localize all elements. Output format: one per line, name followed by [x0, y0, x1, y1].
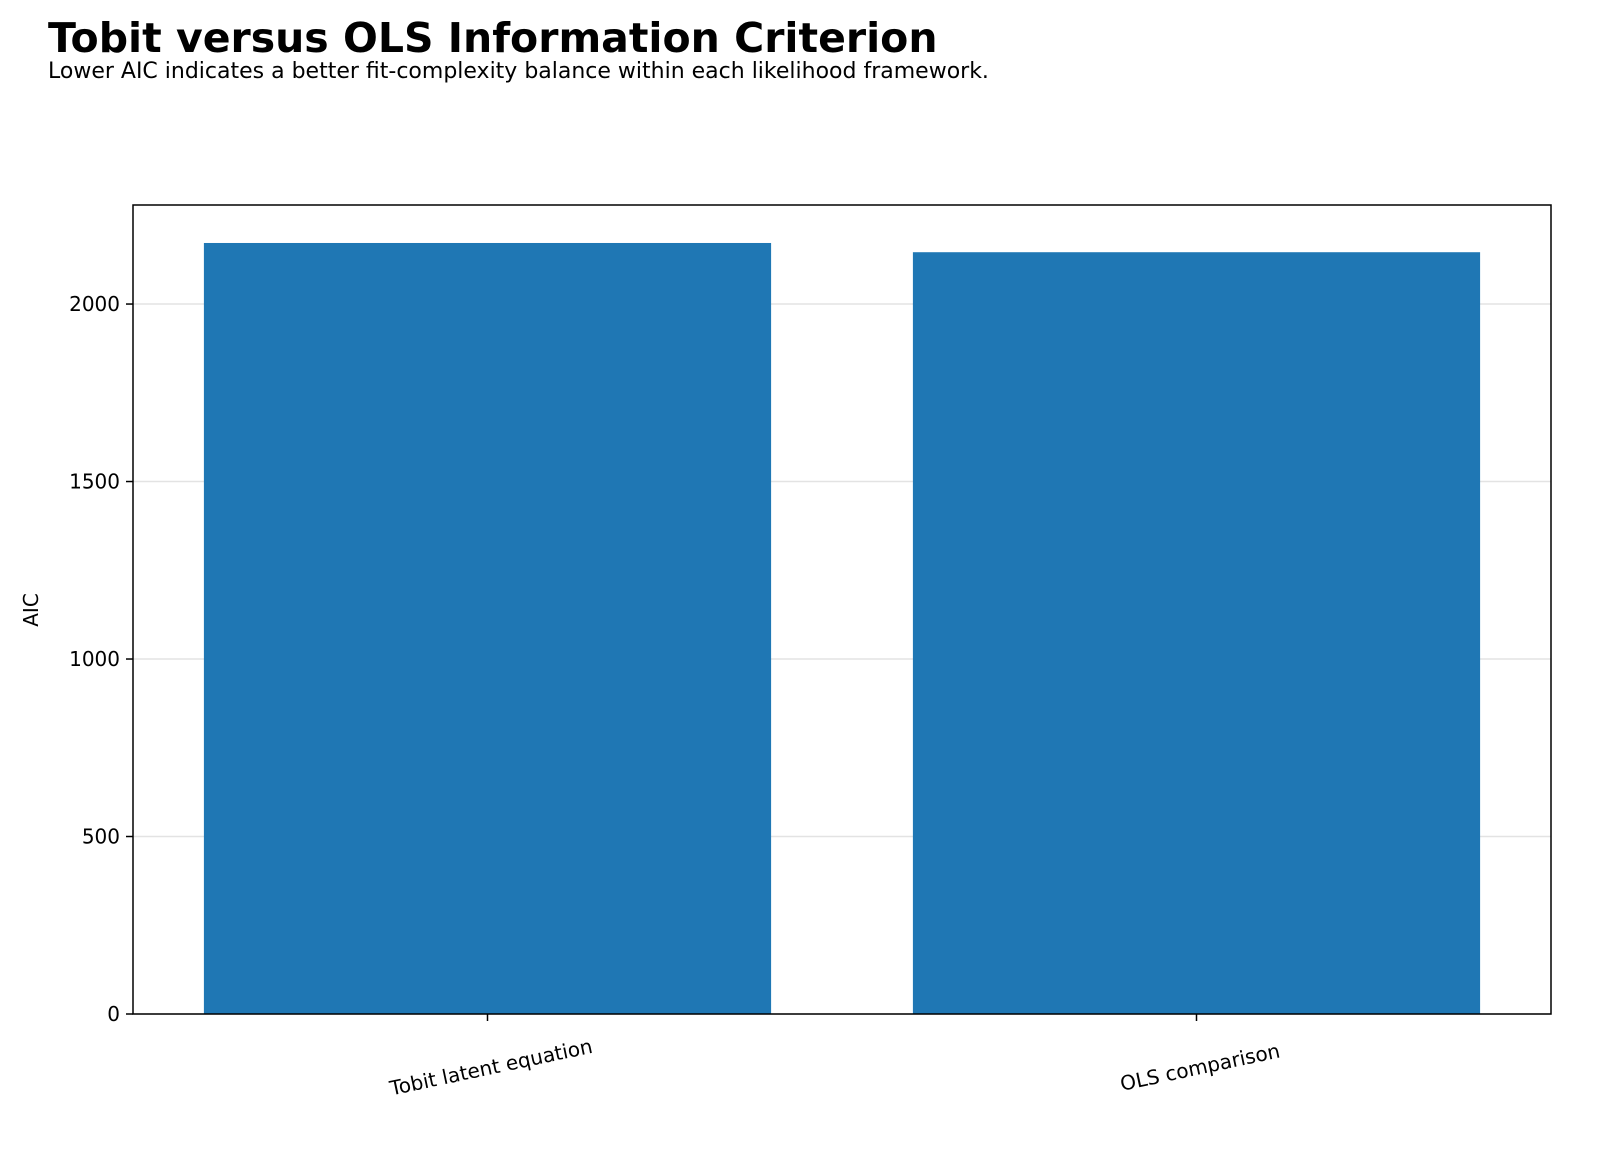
y-tick-label: 2000: [69, 292, 120, 316]
y-tick-label: 0: [107, 1002, 120, 1026]
plot-frame: [132, 204, 1552, 1015]
x-tick-label: Tobit latent equation: [387, 1034, 595, 1101]
x-tick-label: OLS comparison: [1118, 1038, 1282, 1095]
y-tick-label: 1500: [69, 470, 120, 494]
bar: [203, 242, 772, 1014]
chart-subtitle: Lower AIC indicates a better fit-complex…: [48, 59, 989, 84]
y-axis-label: AIC: [19, 593, 43, 627]
chart-title: Tobit versus OLS Information Criterion: [48, 14, 938, 62]
y-tick-label: 500: [82, 825, 120, 849]
bar: [912, 252, 1481, 1014]
y-tick-label: 1000: [69, 647, 120, 671]
